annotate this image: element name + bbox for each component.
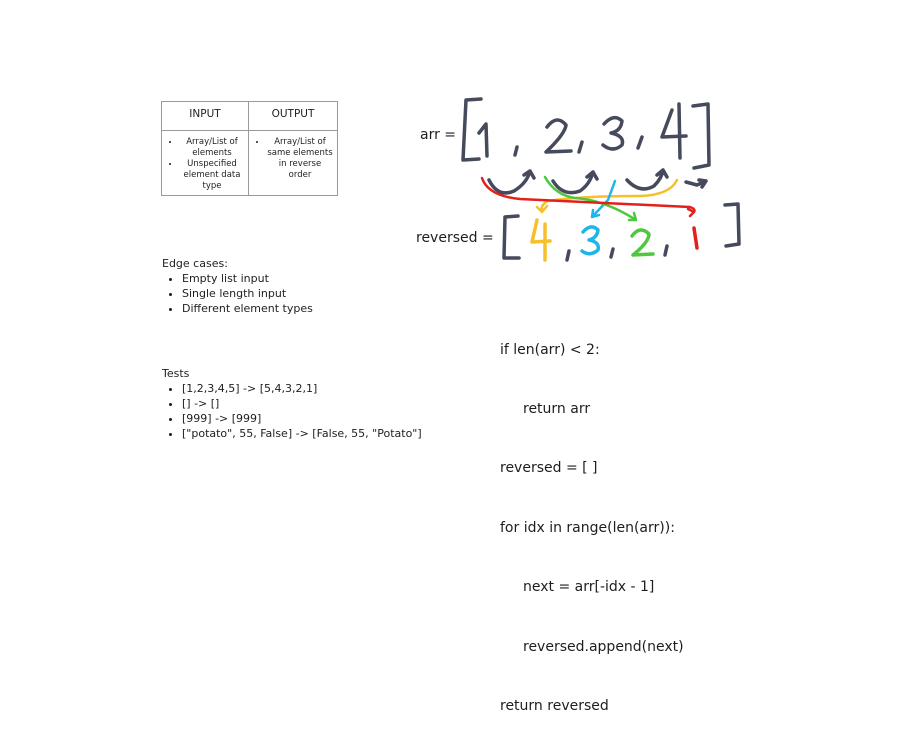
- test-item: [] -> []: [182, 396, 422, 411]
- output-cell: Array/List of same elements in reverse o…: [249, 131, 337, 195]
- loop-arrow: [684, 178, 708, 189]
- reversed-sketch: [502, 202, 741, 262]
- output-header: OUTPUT: [249, 102, 337, 131]
- code-line: reversed = [ ]: [500, 460, 598, 477]
- red-arrow: [480, 176, 696, 218]
- yellow-arrow: [535, 178, 679, 214]
- code-line: reversed.append(next): [523, 638, 684, 655]
- green-arrow: [543, 175, 638, 222]
- code-line: for idx in range(len(arr)):: [500, 519, 675, 536]
- arr-label: arr =: [420, 127, 457, 143]
- input-cell: Array/List of elements Unspecified eleme…: [162, 131, 249, 195]
- reversed-comma: [609, 247, 615, 259]
- edge-cases-title: Edge cases:: [162, 257, 228, 270]
- test-item: [1,2,3,4,5] -> [5,4,3,2,1]: [182, 381, 422, 396]
- arr-digit-2: [544, 118, 573, 154]
- test-item: [999] -> [999]: [182, 411, 422, 426]
- reversed-digit-2: [630, 228, 655, 257]
- reversed-left-bracket: [502, 214, 521, 260]
- reversed-right-bracket: [723, 202, 741, 248]
- arr-comma: [636, 135, 644, 150]
- reverse-code-block: if len(arr) < 2: return arr reversed = […: [500, 301, 684, 737]
- reversed-digit-4: [530, 218, 552, 262]
- loop-arrow: [551, 170, 599, 195]
- code-line: next = arr[-idx - 1]: [523, 579, 655, 596]
- input-item: Unspecified element data type: [180, 159, 244, 192]
- edge-case-item: Different element types: [182, 301, 313, 316]
- tests-title: Tests: [162, 367, 190, 380]
- edge-case-item: Single length input: [182, 286, 313, 301]
- code-line: return reversed: [500, 697, 609, 714]
- arr-digit-1: [477, 122, 489, 158]
- input-item: Array/List of elements: [180, 137, 244, 159]
- code-line: return arr: [523, 400, 591, 417]
- array-reversal-sketch: [461, 97, 741, 262]
- edge-cases-note: Edge cases: Empty list input Single leng…: [162, 256, 313, 316]
- loop-arrow: [625, 168, 669, 191]
- reversed-digit-1: [692, 226, 699, 250]
- test-item: ["potato", 55, False] -> [False, 55, "Po…: [182, 426, 422, 441]
- arr-digit-4: [660, 102, 688, 160]
- arr-right-bracket: [691, 102, 711, 170]
- reversed-comma: [663, 244, 669, 257]
- output-item: Array/List of same elements in reverse o…: [267, 137, 333, 181]
- blue-arrow: [590, 179, 617, 219]
- tests-note: Tests [1,2,3,4,5] -> [5,4,3,2,1] [] -> […: [162, 366, 422, 441]
- arr-comma: [513, 145, 519, 157]
- input-header: INPUT: [162, 102, 249, 131]
- code-line: if len(arr) < 2:: [500, 341, 600, 358]
- edge-case-item: Empty list input: [182, 271, 313, 286]
- input-output-table: INPUT OUTPUT Array/List of elements Unsp…: [161, 101, 338, 196]
- arr-sketch: [461, 97, 711, 195]
- reversed-label: reversed =: [416, 230, 494, 246]
- arr-left-bracket: [461, 97, 483, 162]
- arr-digit-3: [601, 115, 625, 151]
- arr-comma: [577, 140, 584, 154]
- reversed-comma: [565, 249, 571, 262]
- loop-arrow: [487, 169, 536, 195]
- reversed-digit-3: [580, 225, 601, 256]
